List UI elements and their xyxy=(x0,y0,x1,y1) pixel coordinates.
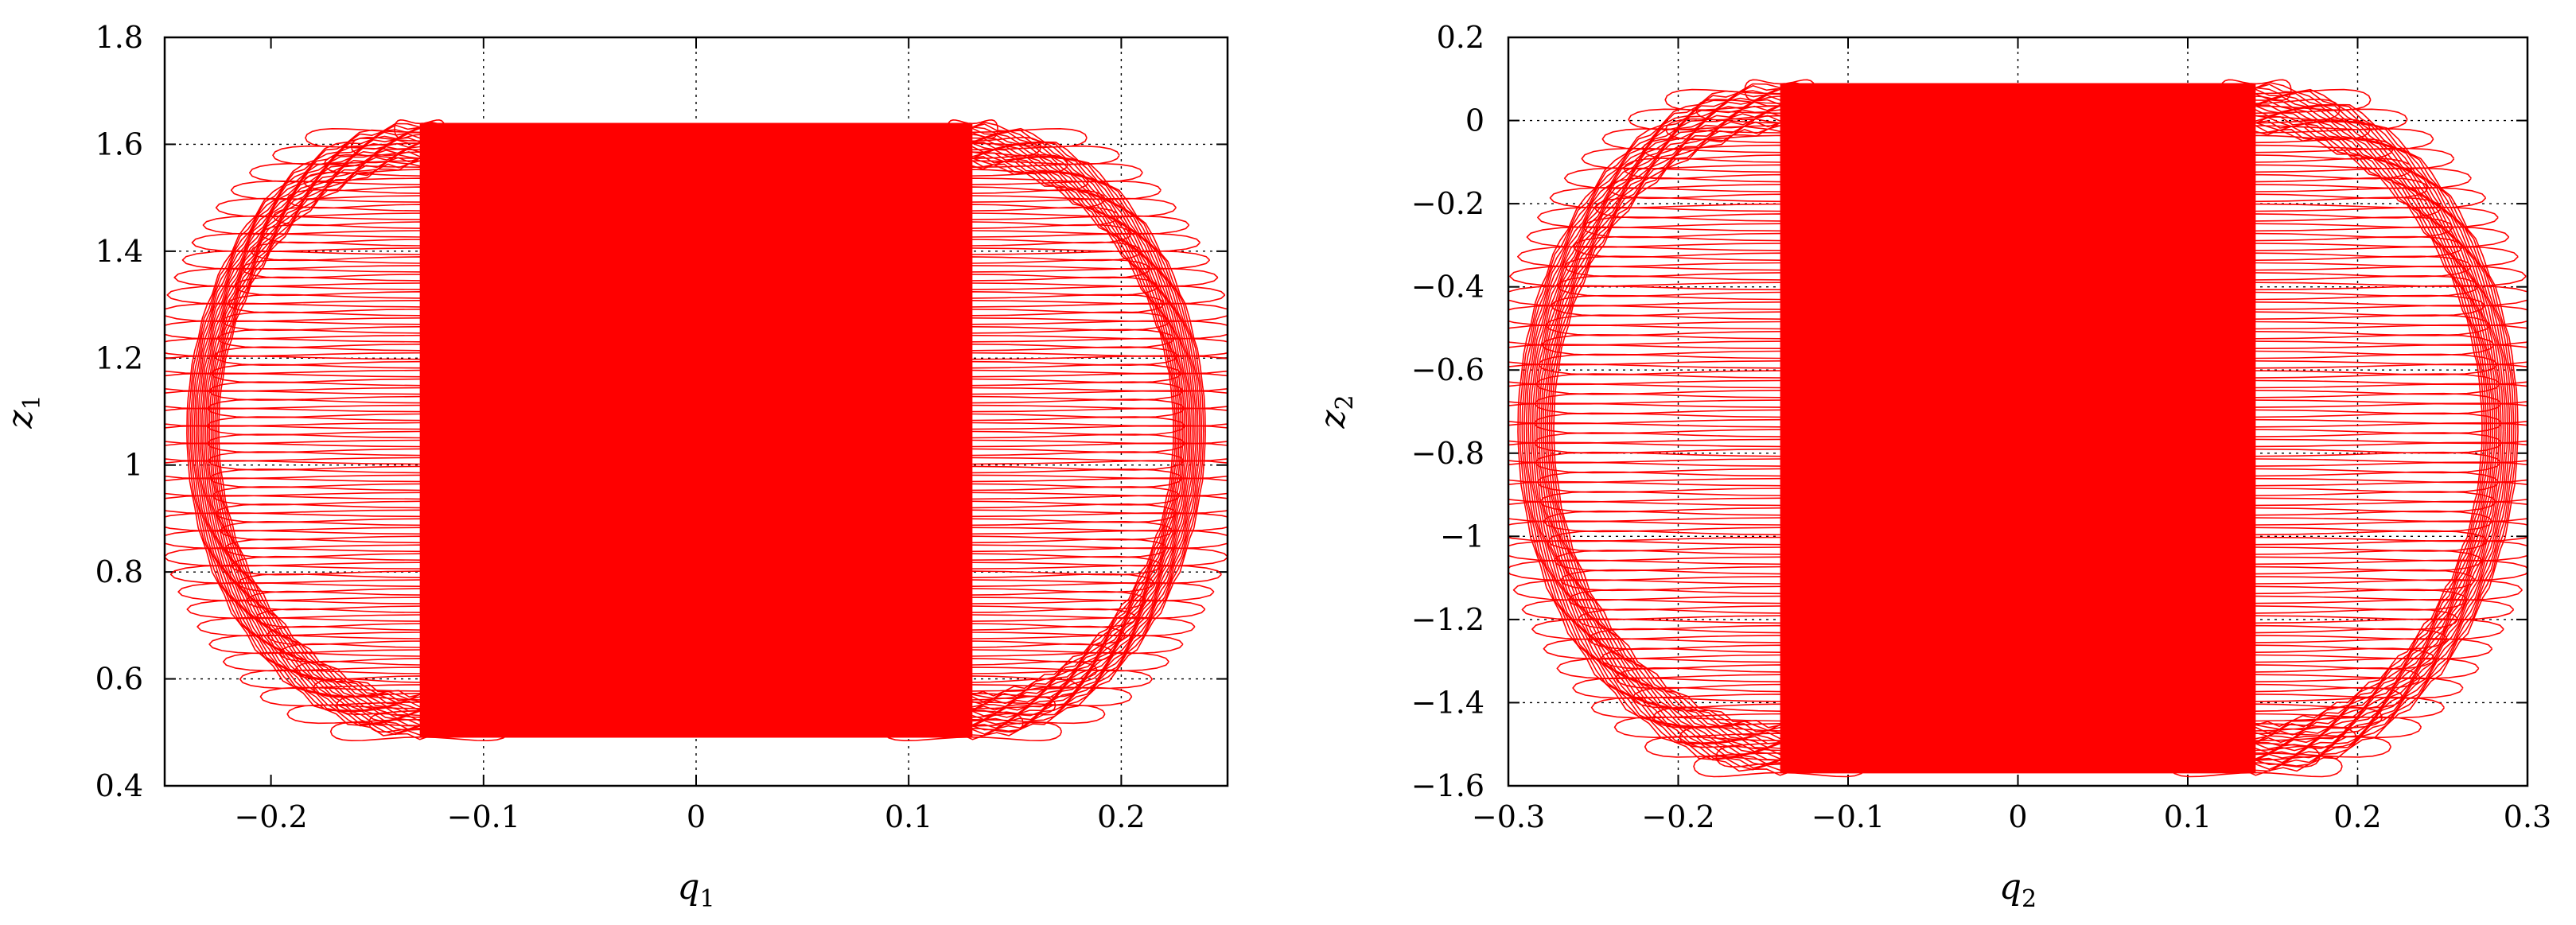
p1-y-tick-label: −1.4 xyxy=(1411,685,1485,720)
p0-y-tick-label: 1.2 xyxy=(95,340,143,375)
p1-x-tick-label: −0.2 xyxy=(1641,799,1714,834)
p1-lobe-shell-right xyxy=(1993,81,2519,776)
p1-y-tick-label: −0.2 xyxy=(1411,186,1485,221)
p1-x-tick-label: −0.3 xyxy=(1472,799,1545,834)
p0-y-tick-label: 0.8 xyxy=(95,554,143,589)
p0-x-tick-label: 0 xyxy=(687,799,706,834)
p1-y-tick-label: 0.2 xyxy=(1437,20,1485,55)
p0-y-tick-label: 0.6 xyxy=(95,662,143,697)
p0-x-tick-label: −0.2 xyxy=(234,799,307,834)
p1-y-tick-label: −0.4 xyxy=(1411,270,1485,305)
p1-y-tick-label: −0.6 xyxy=(1411,352,1485,387)
p1-lobe-shell-left xyxy=(1517,81,2043,776)
p0-y-tick-label: 1.6 xyxy=(95,126,143,161)
p1-plot-frame xyxy=(1507,36,2529,787)
p1-y-tick-label: −1 xyxy=(1440,519,1485,554)
p0-y-tick-label: 1.4 xyxy=(95,234,143,269)
p0-x-tick-label: −0.1 xyxy=(447,799,520,834)
p1-y-tick-label: −0.8 xyxy=(1411,436,1485,471)
p0-x-axis-label: q1 xyxy=(677,867,714,913)
p1-x-tick-label: −0.1 xyxy=(1811,799,1885,834)
p1-x-tick-label: 0 xyxy=(2008,799,2027,834)
p1-y-tick-label: −1.6 xyxy=(1411,768,1485,803)
p1-x-tick-label: 0.2 xyxy=(2333,799,2381,834)
left-plot-panel: −0.2 −0.1 0 0.1 0.2 0.4 0.6 0.8 1 1.2 1.4 1.6 1.8 q1 z… xyxy=(0,20,1229,913)
p0-y-tick-label: 0.4 xyxy=(95,768,143,803)
p0-trajectory xyxy=(165,119,1228,741)
p0-x-tick-label: 0.1 xyxy=(885,799,932,834)
p0-lobe-shell-left xyxy=(186,122,654,740)
p0-lobe-shell-right xyxy=(738,122,1206,740)
p1-y-tick-label: 0 xyxy=(1465,103,1485,138)
p1-y-axis-label: z2 xyxy=(1313,394,1359,429)
p0-y-tick-label: 1 xyxy=(124,448,143,483)
p0-x-tick-label: 0.2 xyxy=(1097,799,1145,834)
p1-x-tick-label: 0.1 xyxy=(2164,799,2212,834)
p0-y-axis-label: z1 xyxy=(0,394,46,429)
p1-x-tick-label: 0.3 xyxy=(2504,799,2551,834)
right-plot-panel: −0.3 −0.2 −0.1 0 0.1 0.2 0.3 −1.6 −1.4 −1.2 −1 −0.8… xyxy=(1313,20,2551,913)
p1-y-tick-label: −1.2 xyxy=(1411,602,1485,637)
p1-x-axis-label: q2 xyxy=(1999,867,2037,913)
p1-trajectory xyxy=(1508,79,2527,778)
p0-y-tick-label: 1.8 xyxy=(95,20,143,55)
p0-plot-frame xyxy=(163,36,1229,787)
